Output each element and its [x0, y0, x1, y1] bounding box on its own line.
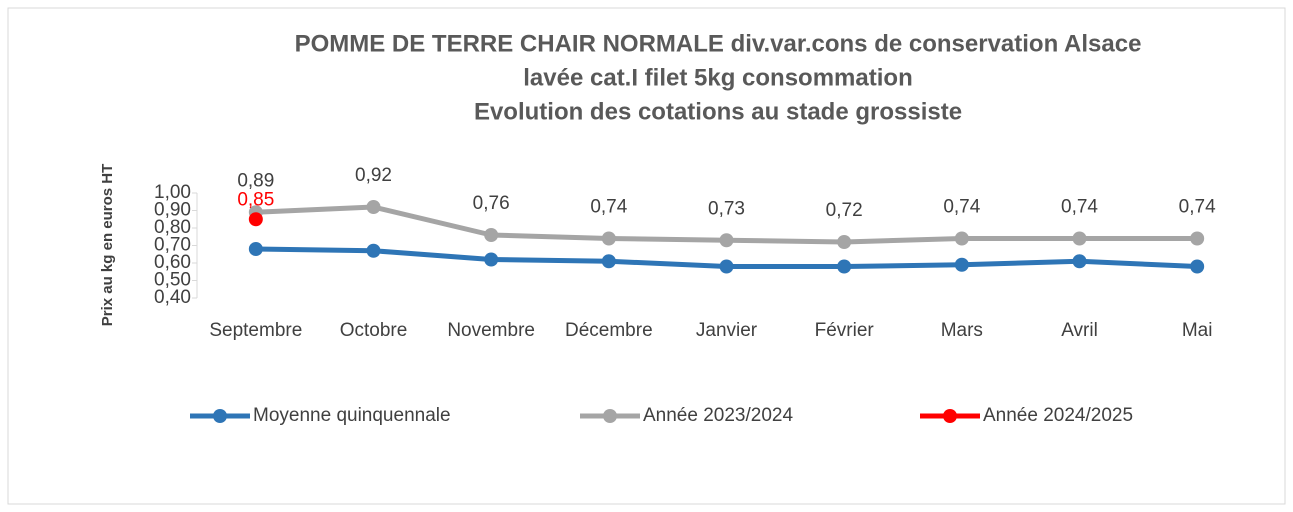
marker: [1190, 231, 1205, 246]
marker: [248, 242, 263, 256]
marker: [601, 231, 616, 246]
y-tick-label: 0,50: [154, 270, 191, 291]
x-tick-label: Janvier: [696, 320, 758, 341]
data-label: 0,74: [1061, 197, 1098, 218]
legend-label: Année 2024/2025: [983, 405, 1133, 426]
marker: [248, 212, 263, 227]
marker: [719, 259, 734, 274]
legend-marker: [213, 409, 227, 423]
data-label: 0,92: [355, 165, 392, 186]
y-tick-label: 0,70: [154, 235, 191, 256]
data-label: 0,76: [473, 193, 510, 214]
chart-title: POMME DE TERRE CHAIR NORMALE div.var.con…: [295, 30, 1142, 57]
legend-label: Année 2023/2024: [643, 405, 793, 426]
marker: [484, 228, 499, 242]
marker: [1072, 254, 1087, 269]
data-label: 0,85: [237, 189, 274, 210]
marker: [366, 243, 381, 258]
y-tick-label: 0,90: [154, 200, 191, 221]
chart-title: Evolution des cotations au stade grossis…: [474, 98, 962, 125]
marker: [366, 200, 381, 214]
data-label: 0,72: [826, 200, 863, 221]
data-label: 0,74: [590, 197, 627, 218]
marker: [954, 231, 969, 246]
chart-title: lavée cat.I filet 5kg consommation: [523, 64, 912, 91]
x-tick-label: Septembre: [209, 320, 302, 341]
marker: [954, 257, 969, 272]
x-tick-label: Février: [815, 320, 875, 341]
data-label: 0,74: [943, 197, 980, 218]
marker: [1190, 259, 1205, 274]
marker: [484, 252, 499, 267]
y-tick-label: 1,00: [154, 182, 191, 203]
x-tick-label: Octobre: [340, 320, 408, 341]
y-tick-label: 0,60: [154, 252, 191, 273]
marker: [837, 259, 852, 274]
x-tick-label: Décembre: [565, 320, 653, 341]
x-tick-label: Novembre: [447, 320, 535, 341]
y-axis-label: Prix au kg en euros HT: [99, 164, 116, 327]
legend-marker: [943, 409, 957, 423]
marker: [601, 254, 616, 269]
x-tick-label: Avril: [1061, 320, 1098, 341]
marker: [719, 233, 734, 248]
data-label: 0,89: [237, 170, 274, 191]
marker: [837, 235, 852, 249]
marker: [1072, 231, 1087, 246]
y-tick-label: 0,40: [154, 287, 191, 308]
x-tick-label: Mai: [1182, 320, 1213, 341]
legend-label: Moyenne quinquennale: [253, 405, 451, 426]
x-tick-label: Mars: [941, 320, 983, 341]
data-label: 0,74: [1179, 197, 1216, 218]
data-label: 0,73: [708, 198, 745, 219]
legend-marker: [603, 409, 617, 423]
y-tick-label: 0,80: [154, 217, 191, 238]
